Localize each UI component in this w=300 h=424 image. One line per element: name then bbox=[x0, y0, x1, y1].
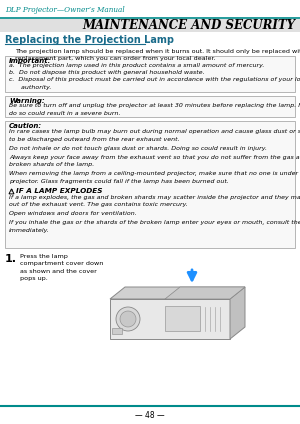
FancyBboxPatch shape bbox=[165, 306, 200, 331]
Text: Caution:: Caution: bbox=[9, 123, 42, 128]
Text: Be sure to turn off and unplug the projector at least 30 minutes before replacin: Be sure to turn off and unplug the proje… bbox=[9, 103, 300, 116]
Text: If a lamp explodes, the gas and broken shards may scatter inside the projector a: If a lamp explodes, the gas and broken s… bbox=[9, 195, 300, 207]
FancyBboxPatch shape bbox=[5, 121, 295, 248]
Text: !: ! bbox=[11, 189, 13, 193]
Text: Important:: Important: bbox=[9, 58, 51, 64]
Text: MAINTENANCE AND SECURITY: MAINTENANCE AND SECURITY bbox=[82, 19, 295, 32]
Text: Do not inhale or do not touch glass dust or shards. Doing so could result in inj: Do not inhale or do not touch glass dust… bbox=[9, 146, 267, 151]
Text: 1.: 1. bbox=[5, 254, 17, 264]
Text: Press the lamp
compartment cover down
as shown and the cover
pops up.: Press the lamp compartment cover down as… bbox=[20, 254, 104, 281]
Circle shape bbox=[116, 307, 140, 331]
FancyBboxPatch shape bbox=[5, 56, 295, 92]
Text: DLP Projector—Owner’s Manual: DLP Projector—Owner’s Manual bbox=[5, 6, 125, 14]
FancyBboxPatch shape bbox=[5, 96, 295, 117]
Text: IF A LAMP EXPLODES: IF A LAMP EXPLODES bbox=[16, 188, 103, 194]
Text: In rare cases the lamp bulb may burn out during normal operation and cause glass: In rare cases the lamp bulb may burn out… bbox=[9, 129, 300, 142]
Text: a.  The projection lamp used in this product contains a small amount of mercury.: a. The projection lamp used in this prod… bbox=[9, 63, 300, 89]
FancyBboxPatch shape bbox=[112, 328, 122, 334]
Text: When removing the lamp from a ceiling-mounted projector, make sure that no one i: When removing the lamp from a ceiling-mo… bbox=[9, 171, 300, 184]
Polygon shape bbox=[110, 287, 245, 299]
Text: Always keep your face away from the exhaust vent so that you do not suffer from : Always keep your face away from the exha… bbox=[9, 155, 300, 167]
Text: Warning:: Warning: bbox=[9, 98, 45, 103]
Polygon shape bbox=[165, 287, 245, 299]
Circle shape bbox=[120, 311, 136, 327]
FancyBboxPatch shape bbox=[0, 19, 300, 32]
FancyBboxPatch shape bbox=[110, 299, 230, 339]
Text: The projection lamp should be replaced when it burns out. It should only be repl: The projection lamp should be replaced w… bbox=[15, 49, 300, 61]
Text: If you inhale the gas or the shards of the broken lamp enter your eyes or mouth,: If you inhale the gas or the shards of t… bbox=[9, 220, 300, 233]
Text: — 48 —: — 48 — bbox=[135, 410, 165, 419]
Text: Replacing the Projection Lamp: Replacing the Projection Lamp bbox=[5, 35, 174, 45]
Polygon shape bbox=[230, 287, 245, 339]
Text: Open windows and doors for ventilation.: Open windows and doors for ventilation. bbox=[9, 211, 137, 216]
